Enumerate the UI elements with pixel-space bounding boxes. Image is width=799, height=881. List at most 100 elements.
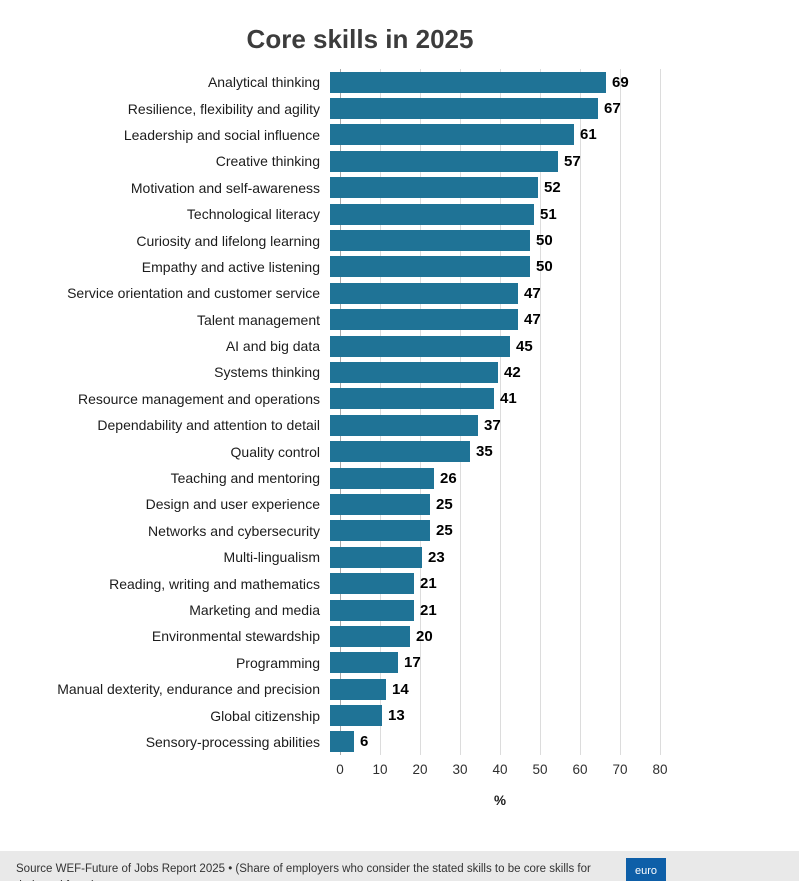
- bar: [330, 546, 422, 568]
- gridline: [660, 69, 661, 756]
- category-label: Systems thinking: [214, 364, 320, 381]
- x-tick-label: 80: [652, 762, 668, 778]
- bar: [330, 71, 606, 93]
- bar: [330, 520, 430, 542]
- x-tick-label: 40: [492, 762, 508, 778]
- bar-value-label: 21: [420, 601, 437, 619]
- bar-track: 6: [330, 729, 780, 755]
- category-label: Analytical thinking: [207, 74, 320, 91]
- bar: [330, 361, 498, 383]
- chart-rows: Analytical thinking 69 Resilience, flexibi…: [0, 69, 799, 755]
- gridline: [380, 69, 381, 756]
- bar-value-label: 61: [580, 126, 597, 144]
- chart-row: Quality control 35: [0, 438, 799, 464]
- bar-value-label: 20: [416, 627, 433, 645]
- category-label: Service orientation and customer service: [67, 285, 320, 302]
- category-label: Teaching and mentoring: [170, 470, 320, 487]
- bar-value-label: 41: [500, 390, 517, 408]
- bar-track: 23: [330, 544, 780, 570]
- bar-track: 67: [330, 95, 780, 121]
- bar-track: 25: [330, 518, 780, 544]
- bar-value-label: 13: [388, 707, 405, 725]
- bar-value-label: 51: [540, 205, 557, 223]
- chart-row: Teaching and mentoring 26: [0, 465, 799, 491]
- chart-row: Creative thinking 57: [0, 148, 799, 174]
- chart-row: Marketing and media 21: [0, 597, 799, 623]
- category-label: Talent management: [197, 311, 320, 328]
- chart-row: Technological literacy 51: [0, 201, 799, 227]
- category-label: Marketing and media: [189, 602, 320, 618]
- bar-track: 45: [330, 333, 780, 359]
- bar-value-label: 42: [504, 363, 521, 381]
- bar: [330, 467, 434, 489]
- chart-row: Dependability and attention to detail 37: [0, 412, 799, 438]
- bar-value-label: 57: [564, 152, 581, 170]
- category-label: Empathy and active listening: [141, 258, 320, 275]
- category-label: Leadership and social influence: [123, 126, 320, 143]
- bar: [330, 124, 574, 146]
- category-label: Environmental stewardship: [151, 628, 320, 645]
- category-label: Motivation and self-awareness: [130, 179, 320, 196]
- bar: [330, 98, 598, 120]
- bar-track: 42: [330, 359, 780, 385]
- bar-value-label: 21: [420, 575, 437, 593]
- euronews-logo-line2: news.: [631, 878, 662, 881]
- category-label: Technological literacy: [186, 206, 320, 223]
- chart-row: Service orientation and customer service…: [0, 280, 799, 306]
- bar-value-label: 14: [392, 680, 409, 698]
- bar: [330, 177, 538, 199]
- bar-track: 17: [330, 650, 780, 676]
- chart-row: Sensory-processing abilities 6: [0, 729, 799, 755]
- bar-value-label: 6: [360, 733, 369, 751]
- gridline: [420, 69, 421, 756]
- bar-track: 41: [330, 386, 780, 412]
- chart-row: Design and user experience 25: [0, 491, 799, 517]
- bar-track: 26: [330, 465, 780, 491]
- bar-track: 21: [330, 570, 780, 596]
- x-tick-label: 50: [532, 762, 548, 778]
- bar: [330, 493, 430, 515]
- bar: [330, 203, 534, 225]
- chart-row: Talent management 47: [0, 307, 799, 333]
- bar-value-label: 45: [516, 337, 533, 355]
- euronews-logo-line1: euro: [634, 865, 658, 878]
- category-label: Reading, writing and mathematics: [109, 575, 320, 592]
- bar-track: 50: [330, 254, 780, 280]
- bar-track: 13: [330, 702, 780, 728]
- bar: [330, 335, 510, 357]
- bar-track: 61: [330, 122, 780, 148]
- chart-row: Environmental stewardship 20: [0, 623, 799, 649]
- bar-track: 21: [330, 597, 780, 623]
- gridlines: [340, 69, 661, 756]
- category-label: AI and big data: [225, 338, 320, 355]
- bar-track: 47: [330, 280, 780, 306]
- category-label: Design and user experience: [145, 496, 320, 513]
- gridline: [620, 69, 621, 756]
- page-title: Core skills in 2025: [246, 24, 474, 54]
- bar-value-label: 23: [428, 548, 445, 566]
- bar-value-label: 37: [484, 416, 501, 434]
- bar: [330, 230, 530, 252]
- bar-track: 69: [330, 69, 780, 95]
- bar: [330, 599, 414, 621]
- bar-value-label: 50: [536, 232, 553, 250]
- bar-value-label: 69: [612, 73, 629, 91]
- x-axis-label: %: [493, 793, 506, 809]
- category-label: Curiosity and lifelong learning: [136, 232, 320, 249]
- bar: [330, 678, 386, 700]
- category-label: Multi-lingualism: [223, 549, 320, 566]
- bar-track: 37: [330, 412, 780, 438]
- bar-track: 50: [330, 227, 780, 253]
- bar: [330, 150, 558, 172]
- chart-row: Resource management and operations 41: [0, 386, 799, 412]
- category-label: Dependability and attention to detail: [97, 417, 320, 434]
- bar-track: 14: [330, 676, 780, 702]
- bar-value-label: 47: [524, 284, 541, 302]
- chart-row: AI and big data 45: [0, 333, 799, 359]
- chart-row: Curiosity and lifelong learning 50: [0, 227, 799, 253]
- bar-track: 57: [330, 148, 780, 174]
- x-tick-label: 0: [336, 762, 344, 778]
- gridline: [540, 69, 541, 756]
- chart-row: Empathy and active listening 50: [0, 254, 799, 280]
- bar-track: 51: [330, 201, 780, 227]
